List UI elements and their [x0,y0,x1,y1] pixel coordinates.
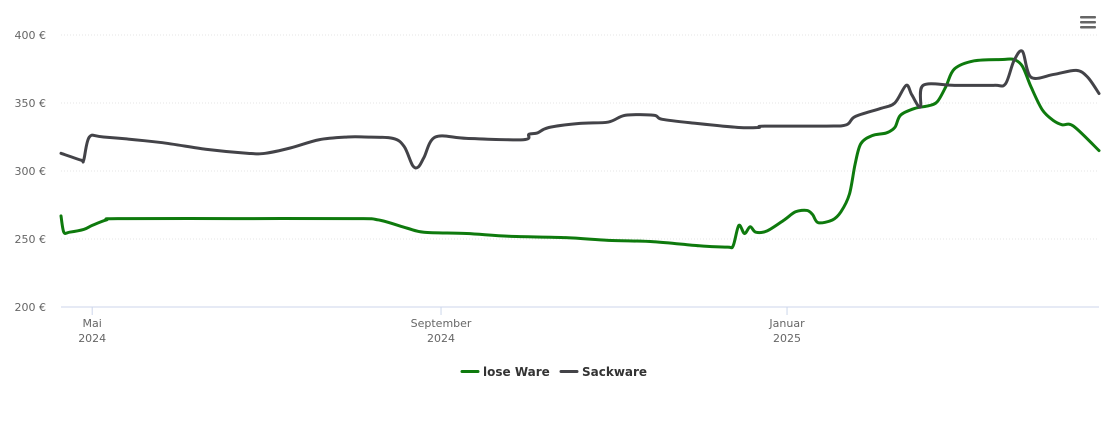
x-tick-label: Mai [83,317,102,330]
x-tick-label: September [411,317,472,330]
x-axis-ticks: Mai 2024 September 2024 Januar 2025 [78,307,805,345]
legend-label-lose-ware: lose Ware [483,365,550,379]
x-tick-label: Januar [768,317,805,330]
y-tick-label: 250 € [15,233,47,246]
legend-item-sackware[interactable]: Sackware [559,365,647,379]
y-tick-label: 300 € [15,165,47,178]
series-line-lose-ware[interactable] [59,57,1101,250]
grid-lines [61,34,1099,240]
legend-item-lose-ware[interactable]: lose Ware [460,365,550,379]
y-tick-label: 400 € [15,29,47,42]
y-tick-label: 200 € [15,301,47,314]
legend: lose Ware Sackware [460,365,647,379]
y-tick-label: 350 € [15,97,47,110]
legend-label-sackware: Sackware [582,365,647,379]
series-line-sackware[interactable] [59,49,1101,170]
x-tick-sublabel: 2024 [78,332,106,345]
x-tick-sublabel: 2024 [427,332,455,345]
y-axis-ticks: 200 € 250 € 300 € 350 € 400 € [15,29,47,314]
menu-button[interactable] [1079,14,1097,30]
series-lines [59,49,1101,250]
x-tick-sublabel: 2025 [773,332,801,345]
hamburger-menu-icon [1080,16,1096,29]
